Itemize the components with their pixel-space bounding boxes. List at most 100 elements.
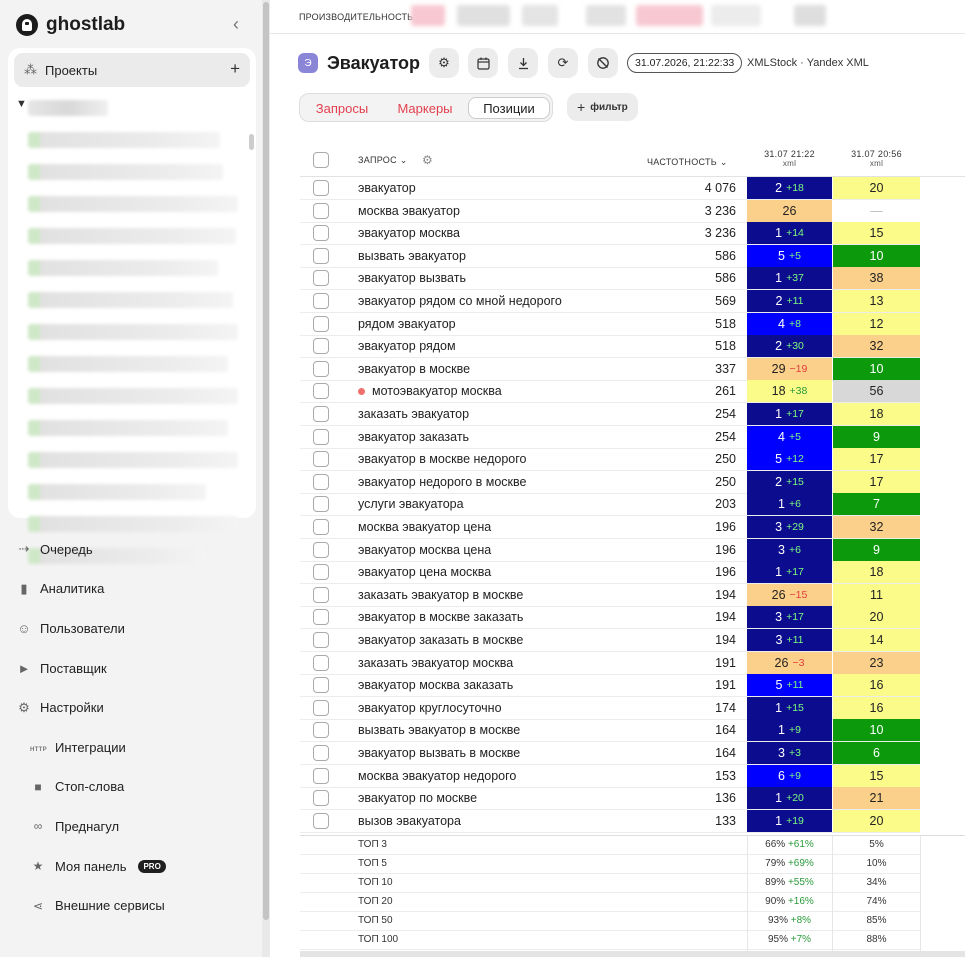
project-list-item-blurred[interactable] <box>28 228 236 244</box>
disable-tracking-button[interactable] <box>588 48 618 78</box>
query-text[interactable]: эвакуатор заказать в москве <box>358 633 524 647</box>
position-previous-cell[interactable]: 16 <box>833 696 920 719</box>
query-text[interactable]: эвакуатор по москве <box>358 791 478 806</box>
download-button[interactable] <box>508 48 538 78</box>
query-text[interactable]: рядом эвакуатор <box>358 316 456 331</box>
position-previous-cell[interactable]: 56 <box>833 380 920 403</box>
position-previous-cell[interactable]: 9 <box>833 425 920 448</box>
row-checkbox[interactable] <box>313 360 329 377</box>
position-previous-cell[interactable]: 13 <box>833 290 920 312</box>
table-row[interactable]: вызвать эвакуатор в москве 164 1 +9 10 <box>300 719 965 743</box>
sidebar-item-gear[interactable]: ⚙ Настройки <box>16 697 104 719</box>
position-current-cell[interactable]: 2 +30 <box>747 335 832 358</box>
query-text[interactable]: вызвать эвакуатор <box>358 248 466 263</box>
query-text[interactable]: заказать эвакуатор москва <box>358 655 514 670</box>
row-checkbox[interactable] <box>313 541 329 558</box>
table-row[interactable]: эвакуатор вызвать в москве 164 3 +3 6 <box>300 742 965 765</box>
position-current-cell[interactable]: 26 −3 <box>747 651 832 674</box>
position-previous-cell[interactable]: 10 <box>833 719 920 742</box>
row-checkbox[interactable] <box>313 699 329 716</box>
project-list-item-blurred[interactable] <box>28 196 238 212</box>
position-current-cell[interactable]: 5 +12 <box>747 448 832 471</box>
table-row[interactable]: эвакуатор в москве заказать 194 3 +17 20 <box>300 606 965 630</box>
position-previous-cell[interactable]: 18 <box>833 403 920 425</box>
row-checkbox[interactable] <box>313 677 329 694</box>
position-previous-cell[interactable]: 9 <box>833 538 920 561</box>
position-previous-cell[interactable]: 11 <box>833 583 920 606</box>
row-checkbox[interactable] <box>313 202 329 219</box>
table-row[interactable]: эвакуатор москва цена 196 3 +6 9 <box>300 538 965 562</box>
position-current-cell[interactable]: 3 +6 <box>747 538 832 561</box>
sidebar-item-provider[interactable]: ► Поставщик <box>16 657 107 679</box>
project-list-item-blurred[interactable] <box>28 100 108 116</box>
row-checkbox[interactable] <box>313 315 329 332</box>
row-checkbox[interactable] <box>313 722 329 739</box>
sidebar-item-bar-chart[interactable]: ▮ Аналитика <box>16 578 104 600</box>
project-list-item-blurred[interactable] <box>28 484 206 500</box>
position-previous-cell[interactable]: 23 <box>833 651 920 674</box>
table-row[interactable]: москва эвакуатор 3 236 26 — <box>300 199 965 223</box>
table-row[interactable]: москва эвакуатор цена 196 3 +29 32 <box>300 516 965 539</box>
position-previous-cell[interactable]: — <box>833 199 920 222</box>
submenu-item-square[interactable]: ■ Стоп-слова <box>30 776 124 798</box>
column-settings-gear-icon[interactable]: ⚙ <box>422 153 434 167</box>
row-checkbox[interactable] <box>313 654 329 671</box>
table-row[interactable]: эвакуатор круглосуточно 174 1 +15 16 <box>300 696 965 720</box>
query-text[interactable]: эвакуатор москва <box>358 226 460 241</box>
row-checkbox[interactable] <box>313 247 329 264</box>
table-row[interactable]: эвакуатор рядом со мной недорого 569 2 +11 1… <box>300 290 965 313</box>
sidebar-item-users[interactable]: ☺ Пользователи <box>16 617 125 639</box>
row-checkbox[interactable] <box>313 270 329 287</box>
position-previous-cell[interactable]: 14 <box>833 629 920 651</box>
table-row[interactable]: эвакуатор по москве 136 1 +20 21 <box>300 787 965 811</box>
table-row[interactable]: услуги эвакуатора 203 1 +6 7 <box>300 493 965 517</box>
table-row[interactable]: эвакуатор москва заказать 191 5 +11 16 <box>300 674 965 698</box>
position-previous-cell[interactable]: 10 <box>833 244 920 267</box>
table-row[interactable]: москва эвакуатор недорого 153 6 +9 15 <box>300 764 965 788</box>
row-checkbox[interactable] <box>313 519 329 535</box>
row-checkbox[interactable] <box>313 473 329 490</box>
row-checkbox[interactable] <box>313 406 329 422</box>
table-row[interactable]: эвакуатор рядом 518 2 +30 32 <box>300 335 965 359</box>
project-list-item-blurred[interactable] <box>28 164 223 180</box>
position-current-cell[interactable]: 3 +29 <box>747 516 832 538</box>
position-previous-cell[interactable]: 7 <box>833 493 920 516</box>
project-list-item-blurred[interactable] <box>28 516 238 532</box>
position-current-cell[interactable]: 2 +18 <box>747 177 832 199</box>
position-current-cell[interactable]: 1 +9 <box>747 719 832 742</box>
query-text[interactable]: эвакуатор вызвать в москве <box>358 746 521 760</box>
calendar-button[interactable] <box>468 48 498 78</box>
tab-markers[interactable]: Маркеры <box>397 100 453 116</box>
table-row[interactable]: эвакуатор заказать 254 4 +5 9 <box>300 425 965 449</box>
table-row[interactable]: вызвать эвакуатор 586 5 +5 10 <box>300 244 965 268</box>
position-current-cell[interactable]: 4 +8 <box>747 312 832 335</box>
submenu-item-star[interactable]: ★ Моя панель PRO <box>30 855 166 877</box>
position-current-cell[interactable]: 2 +11 <box>747 290 832 312</box>
position-current-cell[interactable]: 1 +37 <box>747 267 832 290</box>
row-checkbox[interactable] <box>313 338 329 355</box>
query-text[interactable]: заказать эвакуатор в москве <box>358 587 524 602</box>
position-current-cell[interactable]: 3 +17 <box>747 606 832 629</box>
col-query-header[interactable]: ЗАПРОС ⌄ <box>358 155 408 166</box>
add-filter-button[interactable]: + фильтр <box>567 93 638 121</box>
col-frequency-header[interactable]: ЧАСТОТНОСТЬ ⌄ <box>647 157 728 168</box>
tab-queries[interactable]: Запросы <box>315 100 369 116</box>
submenu-item-share[interactable]: ⋖ Внешние сервисы <box>30 895 165 917</box>
position-previous-cell[interactable]: 21 <box>833 787 920 810</box>
project-list-item-blurred[interactable] <box>28 260 218 276</box>
position-previous-cell[interactable]: 32 <box>833 335 920 358</box>
query-text[interactable]: эвакуатор недорого в москве <box>358 474 527 489</box>
refresh-button[interactable]: ⟳ <box>548 48 578 78</box>
horizontal-scrollbar[interactable] <box>300 951 965 957</box>
project-list-item-blurred[interactable] <box>28 548 206 564</box>
table-row[interactable]: эвакуатор заказать в москве 194 3 +11 14 <box>300 629 965 652</box>
project-list-item-blurred[interactable] <box>28 420 228 436</box>
select-all-checkbox[interactable] <box>313 152 329 168</box>
table-row[interactable]: эвакуатор 4 076 2 +18 20 <box>300 177 965 200</box>
position-current-cell[interactable]: 3 +11 <box>747 629 832 651</box>
position-previous-cell[interactable]: 15 <box>833 222 920 245</box>
position-previous-cell[interactable]: 20 <box>833 809 920 832</box>
table-row[interactable]: вызов эвакуатора 133 1 +19 20 <box>300 809 965 833</box>
table-row[interactable]: эвакуатор в москве недорого 250 5 +12 17 <box>300 448 965 472</box>
row-checkbox[interactable] <box>313 180 329 196</box>
